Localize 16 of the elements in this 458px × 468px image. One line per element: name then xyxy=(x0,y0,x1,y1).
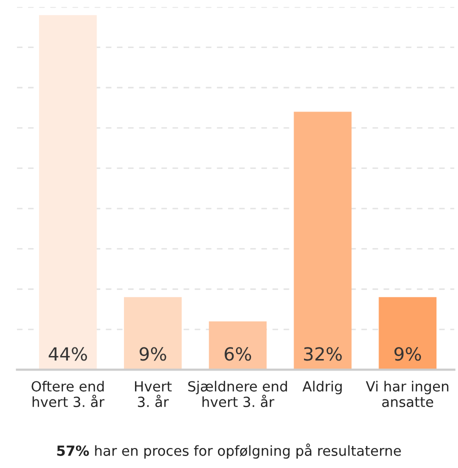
x-tick-label: Vi har ingen ansatte xyxy=(366,380,448,408)
x-tick-label: Oftere end hvert 3. år xyxy=(32,380,104,408)
data-label: 9% xyxy=(394,347,421,361)
data-label: 32% xyxy=(304,347,342,361)
bar xyxy=(378,297,436,370)
x-tick-label: Sjældnere end hvert 3. år xyxy=(188,380,287,408)
bar xyxy=(208,321,267,370)
data-label: 9% xyxy=(140,347,166,361)
text: 57% har en proces for opfølgning på resultaterne xyxy=(57,444,401,459)
bar xyxy=(294,112,352,370)
x-tick-label: Hvert 3. år xyxy=(135,381,172,408)
x-tick-label: Aldrig xyxy=(302,380,342,394)
bar xyxy=(124,297,182,370)
bar xyxy=(39,15,97,370)
data-label: 6% xyxy=(224,347,252,361)
data-label: 44% xyxy=(48,347,87,361)
